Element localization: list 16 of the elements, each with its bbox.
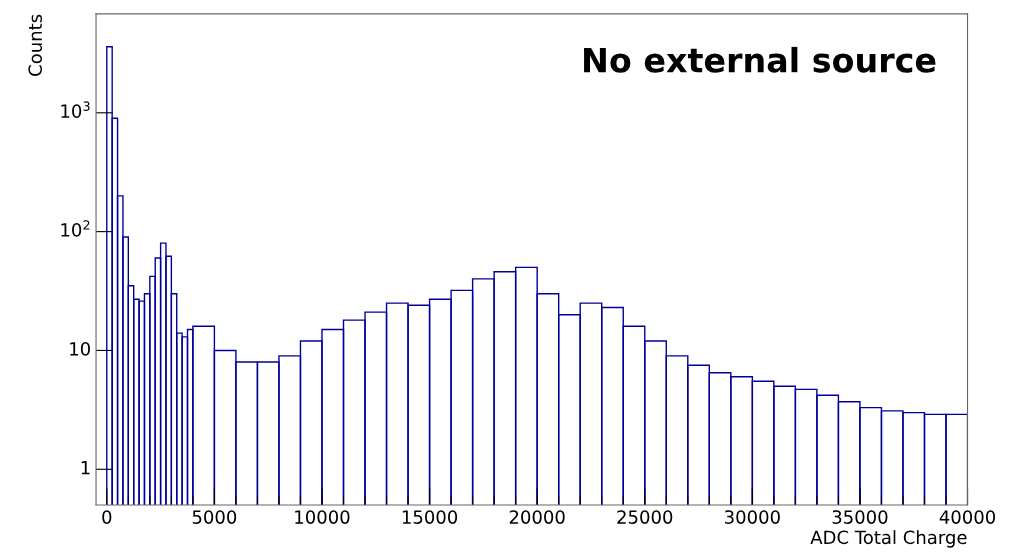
x-tick-label: 40000 [939, 510, 996, 524]
x-tick-label: 35000 [832, 510, 888, 524]
x-tick-label: 0 [102, 510, 112, 524]
y-tick-label: 10$^{3}$ [61, 101, 90, 118]
y-axis-title: Counts [28, 14, 43, 76]
y-tick-label: 10 [70, 342, 90, 356]
y-tick-label: 1 [81, 461, 90, 475]
x-tick-label: 25000 [617, 510, 673, 524]
x-tick-label: 15000 [402, 510, 458, 524]
x-tick-label: 5000 [192, 510, 237, 524]
x-tick-label: 30000 [725, 510, 780, 524]
annotation: No external source [584, 46, 936, 73]
y-tick-label: 10$^{2}$ [61, 220, 90, 237]
x-tick-label: 10000 [295, 510, 350, 524]
x-tick-label: 20000 [509, 510, 565, 524]
x-axis-title: ADC Total Charge [810, 530, 967, 548]
